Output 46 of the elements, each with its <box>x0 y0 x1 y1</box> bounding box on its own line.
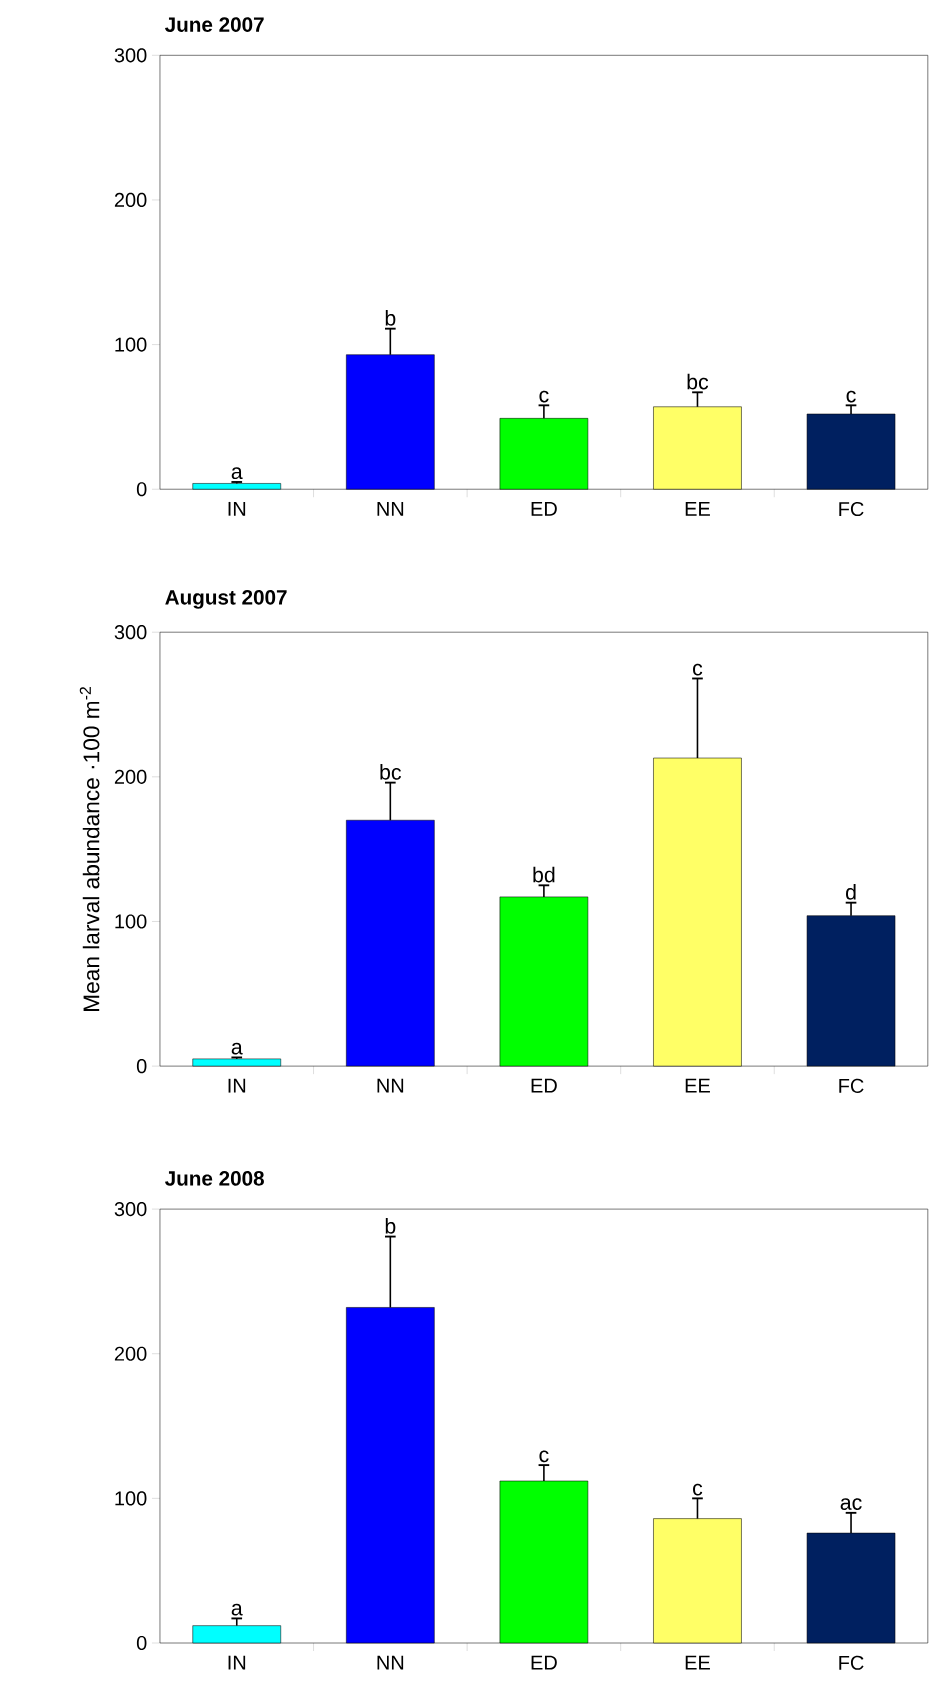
x-tick-label: IN <box>228 501 246 516</box>
x-tick-label: NN <box>377 1655 404 1670</box>
y-tick-label: 200 <box>114 769 147 784</box>
annotation: bc <box>380 764 401 780</box>
annotation: d <box>845 884 856 900</box>
x-tick-label: EE <box>685 501 710 516</box>
x-tick-label: FC <box>839 501 864 517</box>
annotation: a <box>231 1603 243 1616</box>
x-tick-label: FC <box>839 1078 864 1093</box>
x-tick-label: ED <box>531 1078 557 1093</box>
x-tick-label: EE <box>685 1655 710 1670</box>
y-tick-label: 0 <box>136 482 147 497</box>
chart-title: June 2007 <box>164 17 264 32</box>
annotation: a <box>231 467 243 480</box>
y-tick-label: 200 <box>114 192 147 208</box>
annotation: a <box>231 1042 243 1055</box>
annotation: b <box>385 1217 396 1234</box>
annotation: bc <box>687 373 709 390</box>
annotation: c <box>692 1483 703 1496</box>
x-tick-label: NN <box>377 1078 404 1093</box>
x-tick-label: ED <box>531 501 557 516</box>
y-tick-label: 300 <box>114 1202 147 1217</box>
x-tick-label: FC <box>839 1655 864 1670</box>
x-tick-label: ED <box>531 1655 557 1670</box>
y-tick-label: 100 <box>115 337 147 352</box>
x-tick-label: IN <box>228 1655 246 1670</box>
y-tick-label: 300 <box>114 48 147 63</box>
y-tick-label: 100 <box>115 914 147 929</box>
annotation: ac <box>840 1498 862 1510</box>
annotation: bd <box>533 866 555 883</box>
x-tick-label: EE <box>685 1078 710 1093</box>
chart-title: June 2008 <box>164 1171 264 1186</box>
y-tick-label: 200 <box>114 1346 147 1361</box>
y-tick-label: 300 <box>114 625 147 640</box>
annotation: b <box>385 310 396 326</box>
y-tick-label: 100 <box>115 1491 147 1506</box>
x-tick-label: IN <box>228 1078 246 1093</box>
annotation: c <box>539 1450 549 1463</box>
chart-title: August 2007 <box>165 590 287 609</box>
annotation: c <box>539 390 549 403</box>
y-axis-title: Mean larval abundance ·100 m$^{-2}$ <box>79 687 100 1011</box>
x-tick-label: NN <box>377 501 404 516</box>
annotation: c <box>692 663 703 676</box>
y-tick-label: 0 <box>136 1059 147 1074</box>
annotation: c <box>846 390 856 403</box>
y-tick-label: 0 <box>136 1635 147 1651</box>
